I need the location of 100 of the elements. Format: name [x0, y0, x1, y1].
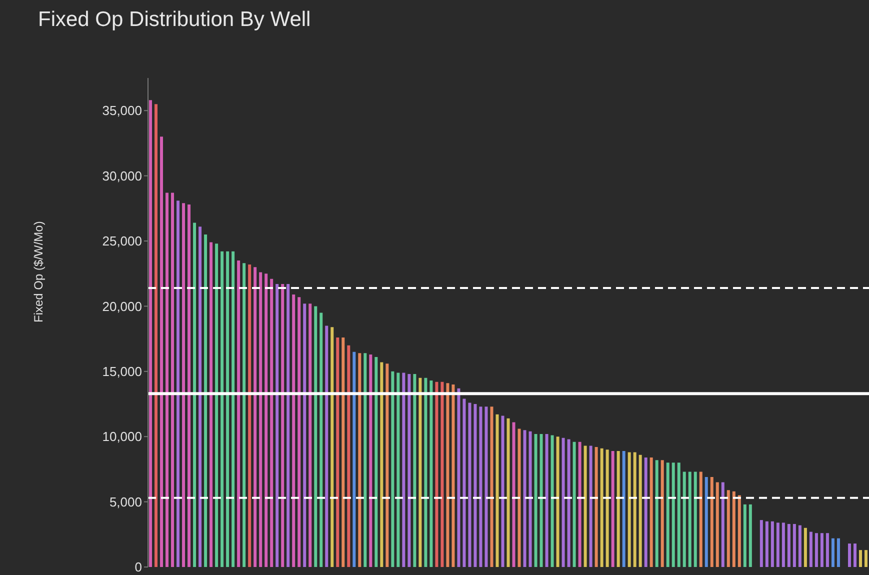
bar — [804, 528, 807, 567]
bar — [836, 538, 840, 567]
y-tick-label: 35,000 — [102, 103, 142, 118]
bar — [814, 533, 818, 567]
bar — [281, 284, 284, 567]
bar — [694, 472, 697, 567]
bar — [298, 297, 301, 567]
bar — [628, 452, 631, 567]
bar — [226, 251, 230, 567]
bar — [254, 267, 257, 567]
bar — [853, 544, 856, 567]
bar — [738, 495, 741, 567]
bar — [413, 374, 416, 567]
bar — [787, 524, 790, 567]
bar — [276, 284, 279, 567]
bar — [232, 251, 235, 567]
bar — [474, 404, 477, 567]
bar — [792, 524, 796, 567]
bar — [215, 244, 218, 567]
bar — [572, 442, 576, 567]
bar — [435, 382, 438, 567]
bar — [210, 242, 213, 567]
bar — [638, 454, 642, 567]
bar — [424, 378, 428, 567]
bar — [303, 304, 306, 567]
bar — [171, 192, 174, 567]
bar — [182, 203, 186, 567]
bar — [616, 450, 620, 567]
bar — [726, 490, 730, 567]
y-axis-title: Fixed Op ($/W/Mo) — [31, 221, 46, 322]
bar — [704, 477, 708, 567]
y-tick-label: 0 — [134, 560, 142, 575]
bar — [776, 522, 780, 567]
bar — [320, 312, 323, 567]
bar — [369, 354, 372, 567]
bar — [732, 491, 736, 567]
bar — [452, 384, 455, 567]
bar — [374, 357, 378, 567]
bar — [292, 294, 296, 567]
bar — [330, 327, 334, 567]
bar — [259, 272, 262, 567]
bar — [430, 380, 433, 567]
bar — [820, 533, 824, 567]
bar — [308, 304, 312, 567]
bar — [402, 372, 406, 567]
bar — [418, 378, 422, 567]
bar — [748, 504, 752, 567]
bar — [149, 100, 152, 567]
bar — [314, 306, 318, 567]
bar — [848, 544, 851, 567]
y-tick-label: 10,000 — [102, 429, 142, 444]
bar — [611, 450, 614, 567]
bar — [660, 460, 664, 567]
bar — [765, 521, 768, 567]
bar — [600, 448, 604, 567]
bar — [198, 226, 202, 567]
bar — [391, 371, 394, 567]
bar — [858, 550, 862, 567]
bar — [556, 436, 560, 567]
bar — [160, 136, 164, 567]
bar — [237, 260, 240, 567]
bar — [743, 504, 746, 567]
bar — [358, 353, 362, 567]
bar — [606, 450, 609, 567]
bar — [798, 525, 802, 567]
bar — [490, 406, 494, 567]
bar — [496, 414, 499, 567]
bar — [325, 326, 328, 567]
y-tick-label: 5,000 — [109, 494, 142, 510]
bar — [534, 434, 538, 567]
bar — [644, 457, 648, 567]
bar — [594, 447, 598, 567]
bar — [864, 550, 868, 567]
bar — [688, 472, 692, 567]
bar — [468, 402, 472, 567]
bar — [682, 472, 686, 567]
bar — [193, 222, 196, 567]
bar — [523, 430, 526, 567]
bar — [479, 406, 482, 567]
bar — [677, 462, 680, 567]
bar — [204, 234, 208, 567]
bar — [518, 428, 521, 567]
bar — [336, 337, 340, 567]
bar — [154, 104, 158, 567]
bar — [386, 364, 389, 567]
bar — [270, 278, 274, 567]
bar — [782, 522, 785, 567]
bar — [567, 439, 570, 567]
bar — [220, 251, 224, 567]
bar — [831, 538, 834, 567]
bar — [710, 477, 714, 567]
bar — [633, 452, 636, 567]
bar — [457, 388, 460, 567]
bar — [770, 521, 774, 567]
bar — [176, 200, 180, 567]
bar — [342, 337, 345, 567]
bar — [650, 457, 653, 567]
bar — [672, 462, 675, 567]
bar — [622, 450, 626, 567]
y-tick-label: 20,000 — [102, 298, 142, 314]
